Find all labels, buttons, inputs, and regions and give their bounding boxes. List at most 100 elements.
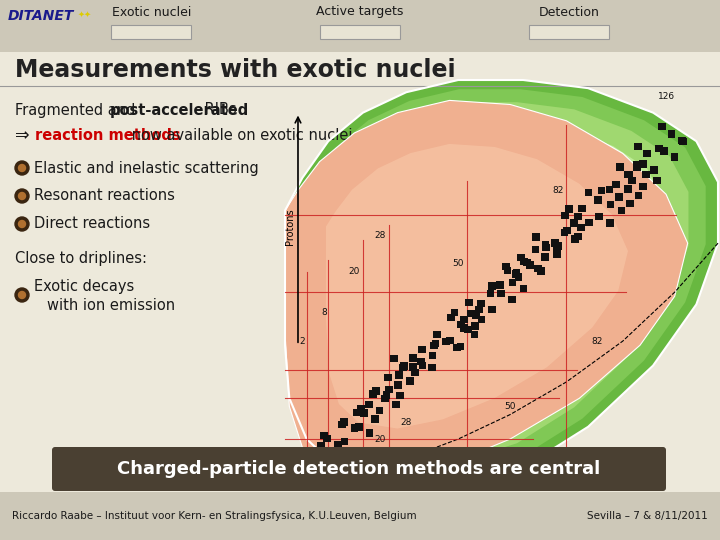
Bar bbox=[515, 273, 522, 281]
Bar bbox=[357, 404, 365, 412]
Text: 50: 50 bbox=[452, 259, 464, 268]
Bar bbox=[111, 25, 192, 39]
Bar bbox=[464, 326, 472, 333]
Bar bbox=[520, 258, 528, 265]
Bar bbox=[451, 309, 459, 316]
Bar bbox=[633, 163, 641, 171]
Bar bbox=[307, 459, 315, 466]
Text: Direct reactions: Direct reactions bbox=[34, 217, 150, 232]
Bar bbox=[409, 354, 417, 362]
Bar bbox=[447, 314, 455, 321]
Bar bbox=[390, 355, 398, 362]
Bar bbox=[409, 363, 417, 370]
Text: 28: 28 bbox=[400, 418, 412, 427]
Bar bbox=[399, 364, 407, 372]
Polygon shape bbox=[326, 120, 664, 439]
Text: RIBs: RIBs bbox=[200, 103, 237, 118]
Bar bbox=[460, 325, 467, 332]
Bar bbox=[650, 166, 658, 174]
Bar bbox=[460, 316, 468, 323]
Polygon shape bbox=[307, 102, 688, 461]
Text: 82: 82 bbox=[591, 336, 603, 346]
Bar bbox=[572, 235, 579, 242]
Bar bbox=[428, 352, 436, 360]
Bar bbox=[618, 207, 625, 214]
Text: Active targets: Active targets bbox=[316, 5, 404, 18]
Polygon shape bbox=[326, 144, 628, 429]
Bar bbox=[338, 421, 346, 428]
Bar bbox=[653, 177, 661, 184]
Bar bbox=[396, 392, 404, 399]
Bar bbox=[471, 330, 478, 338]
Bar bbox=[317, 450, 325, 457]
Bar bbox=[488, 282, 496, 290]
Bar bbox=[353, 409, 361, 416]
Text: 20: 20 bbox=[374, 435, 386, 443]
Bar bbox=[509, 279, 516, 286]
Bar bbox=[472, 312, 480, 319]
Circle shape bbox=[19, 165, 25, 172]
Polygon shape bbox=[294, 89, 706, 477]
Bar bbox=[305, 451, 312, 458]
Bar bbox=[520, 285, 527, 292]
Bar bbox=[660, 147, 667, 154]
Bar bbox=[523, 259, 531, 266]
Bar bbox=[497, 281, 504, 289]
Bar bbox=[395, 372, 403, 379]
Bar bbox=[400, 362, 408, 370]
Text: Resonant reactions: Resonant reactions bbox=[34, 188, 175, 204]
Text: 82: 82 bbox=[552, 186, 564, 194]
Circle shape bbox=[15, 189, 29, 203]
Bar bbox=[512, 270, 520, 278]
Text: Elastic and inelastic scattering: Elastic and inelastic scattering bbox=[34, 160, 258, 176]
Bar bbox=[565, 205, 572, 213]
Bar bbox=[418, 362, 426, 369]
Bar bbox=[366, 429, 374, 437]
Bar bbox=[508, 296, 516, 303]
Text: Riccardo Raabe – Instituut voor Kern- en Stralingsfysica, K.U.Leuven, Belgium: Riccardo Raabe – Instituut voor Kern- en… bbox=[12, 511, 417, 521]
Bar bbox=[552, 247, 560, 254]
Bar bbox=[606, 219, 613, 226]
Bar bbox=[418, 357, 426, 365]
Text: 2: 2 bbox=[317, 467, 323, 476]
Bar bbox=[453, 344, 461, 352]
Bar bbox=[320, 431, 328, 439]
Circle shape bbox=[19, 192, 25, 199]
Bar bbox=[457, 321, 465, 328]
Bar bbox=[574, 233, 582, 240]
Text: Neutrons: Neutrons bbox=[514, 462, 559, 472]
Bar bbox=[360, 409, 368, 416]
Bar bbox=[585, 189, 593, 197]
Text: Measurements with exotic nuclei: Measurements with exotic nuclei bbox=[15, 58, 456, 82]
Bar bbox=[365, 401, 372, 408]
Circle shape bbox=[15, 288, 29, 302]
Bar bbox=[513, 269, 521, 276]
Bar bbox=[626, 200, 634, 207]
Bar bbox=[577, 224, 585, 232]
Bar bbox=[341, 437, 348, 445]
Bar bbox=[678, 137, 686, 144]
Text: DITANET: DITANET bbox=[8, 9, 74, 23]
Bar bbox=[639, 160, 647, 168]
Bar bbox=[442, 338, 450, 345]
Bar bbox=[654, 145, 662, 152]
Bar bbox=[477, 316, 485, 323]
Bar bbox=[334, 441, 342, 448]
Bar bbox=[282, 463, 290, 471]
Bar bbox=[320, 25, 400, 39]
Bar bbox=[528, 25, 609, 39]
Bar bbox=[639, 183, 647, 191]
Bar bbox=[465, 299, 473, 306]
Text: 50: 50 bbox=[505, 402, 516, 411]
Bar bbox=[667, 131, 675, 138]
Bar bbox=[376, 407, 383, 414]
Text: ✦✦: ✦✦ bbox=[78, 10, 92, 18]
Bar bbox=[570, 219, 578, 227]
Bar bbox=[392, 401, 400, 408]
Bar bbox=[634, 161, 641, 168]
Bar bbox=[317, 442, 325, 449]
Bar bbox=[384, 374, 392, 381]
Circle shape bbox=[19, 220, 25, 227]
Bar bbox=[585, 219, 593, 226]
Bar bbox=[394, 381, 402, 389]
